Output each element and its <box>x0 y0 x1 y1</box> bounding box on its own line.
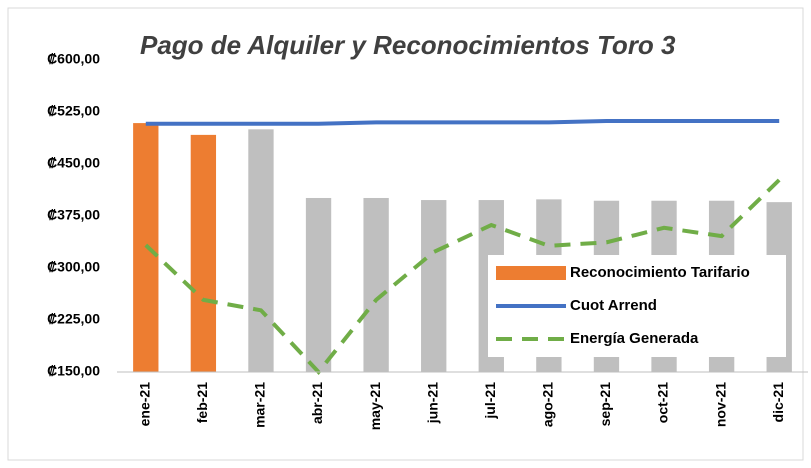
line <box>145 119 780 126</box>
x-tick-label: feb-21 <box>194 382 210 423</box>
x-tick-label: oct-21 <box>655 382 671 423</box>
line <box>144 178 781 376</box>
x-tick-label: dic-21 <box>770 382 786 423</box>
x-tick-label: ene-21 <box>136 382 152 427</box>
x-tick-label: nov-21 <box>712 382 728 427</box>
legend-label: Energía Generada <box>570 330 699 347</box>
bar <box>421 200 447 372</box>
y-tick-label: ₡450,00 <box>47 155 100 171</box>
y-tick-label: ₡600,00 <box>47 51 100 67</box>
bar <box>190 134 217 372</box>
legend-swatch <box>496 266 566 280</box>
bar <box>248 129 274 372</box>
y-tick-label: ₡525,00 <box>47 103 100 119</box>
legend-label: Cuot Arrend <box>570 297 657 314</box>
x-tick-label: may-21 <box>367 382 383 430</box>
x-tick-label: sep-21 <box>597 382 613 427</box>
y-tick-label: ₡225,00 <box>47 311 100 327</box>
y-tick-label: ₡300,00 <box>47 259 100 275</box>
chart-border <box>7 7 804 461</box>
x-tick-label: abr-21 <box>309 382 325 424</box>
bar <box>305 197 332 372</box>
legend-label: Reconocimiento Tarifario <box>570 264 750 281</box>
x-tick-label: jun-21 <box>424 382 440 424</box>
chart-title: Pago de Alquiler y Reconocimientos Toro … <box>140 30 676 60</box>
bar <box>363 197 389 372</box>
y-tick-label: ₡375,00 <box>47 207 100 223</box>
y-tick-label: ₡150,00 <box>47 363 100 379</box>
x-tick-label: jul-21 <box>482 382 498 420</box>
x-tick-label: ago-21 <box>540 382 556 427</box>
x-tick-label: mar-21 <box>252 382 268 428</box>
